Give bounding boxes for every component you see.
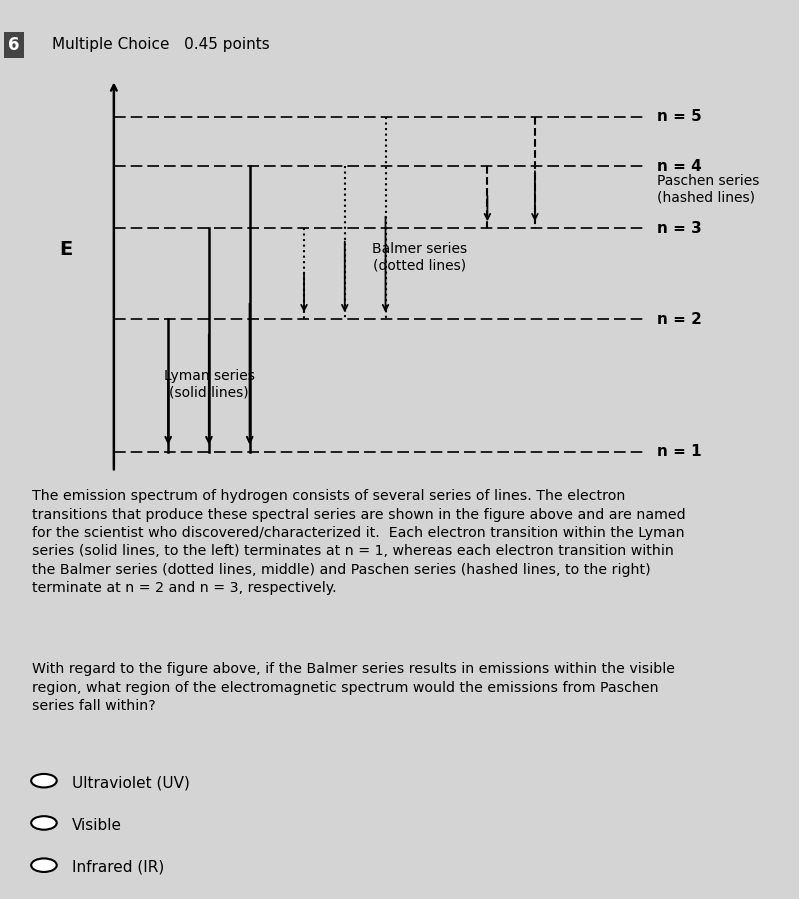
Circle shape <box>31 774 57 788</box>
Text: E: E <box>60 239 73 259</box>
Text: n = 4: n = 4 <box>657 159 702 174</box>
Text: Ultraviolet (UV): Ultraviolet (UV) <box>72 775 190 790</box>
Text: Paschen series
(hashed lines): Paschen series (hashed lines) <box>657 174 760 204</box>
Text: n = 5: n = 5 <box>657 109 702 124</box>
Text: Lyman series
(solid lines): Lyman series (solid lines) <box>164 369 254 399</box>
Circle shape <box>31 859 57 872</box>
Text: Infrared (IR): Infrared (IR) <box>72 859 164 875</box>
Text: 6: 6 <box>8 36 19 54</box>
Text: n = 2: n = 2 <box>657 312 702 327</box>
Text: The emission spectrum of hydrogen consists of several series of lines. The elect: The emission spectrum of hydrogen consis… <box>32 489 686 595</box>
Text: With regard to the figure above, if the Balmer series results in emissions withi: With regard to the figure above, if the … <box>32 663 675 713</box>
Text: Multiple Choice   0.45 points: Multiple Choice 0.45 points <box>52 38 270 52</box>
Text: n = 1: n = 1 <box>657 444 702 459</box>
Circle shape <box>31 816 57 830</box>
Text: Visible: Visible <box>72 817 122 832</box>
Text: n = 3: n = 3 <box>657 221 702 236</box>
Text: Balmer series
(dotted lines): Balmer series (dotted lines) <box>372 242 467 272</box>
